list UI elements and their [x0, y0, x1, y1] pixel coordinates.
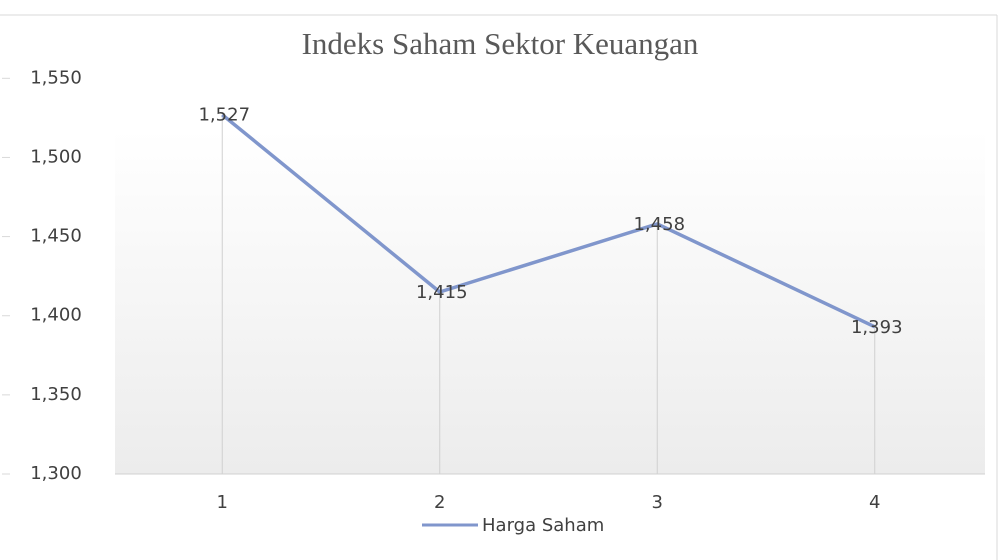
y-tick-label: 1,300 [30, 463, 82, 484]
data-label: 1,458 [633, 214, 685, 235]
y-tick-label: 1,500 [30, 146, 82, 167]
y-tick-label: 1,350 [30, 384, 82, 405]
plot-background [115, 130, 985, 474]
data-label: 1,415 [416, 282, 468, 303]
x-tick-label: 2 [434, 492, 445, 513]
chart: Indeks Saham Sektor Keuangan Harga Saham… [0, 0, 1001, 560]
x-tick-label: 4 [869, 492, 880, 513]
data-label: 1,393 [851, 317, 903, 338]
data-label: 1,527 [198, 105, 250, 126]
chart-title: Indeks Saham Sektor Keuangan [302, 26, 699, 61]
legend-label: Harga Saham [482, 515, 604, 536]
x-tick-label: 1 [217, 492, 228, 513]
x-tick-label: 3 [652, 492, 663, 513]
y-tick-label: 1,450 [30, 226, 82, 247]
y-tick-label: 1,550 [30, 67, 82, 88]
y-tick-label: 1,400 [30, 305, 82, 326]
